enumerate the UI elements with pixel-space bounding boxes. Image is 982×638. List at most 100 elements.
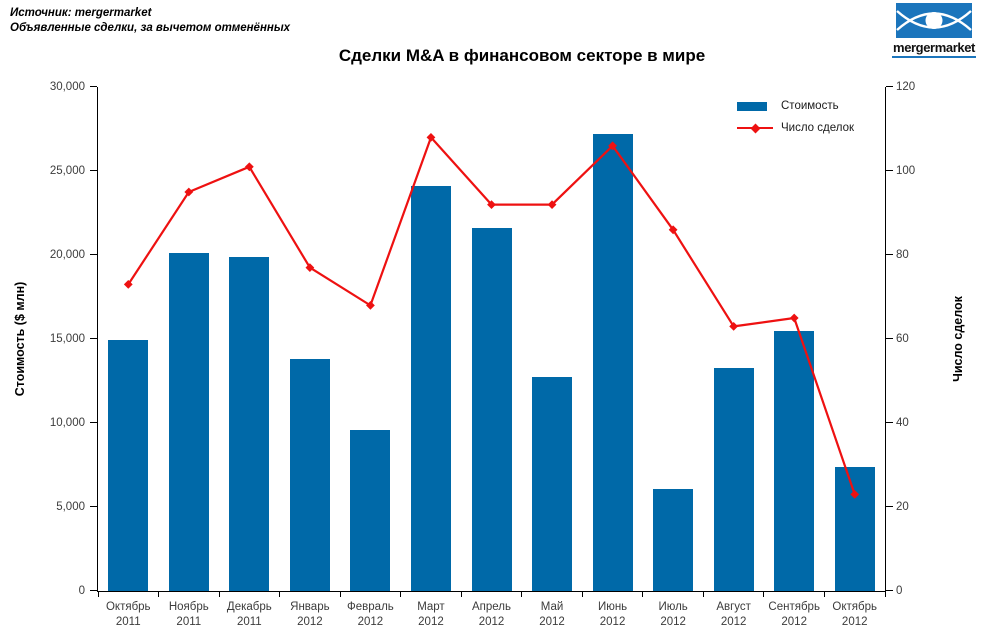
x-axis-tick	[521, 591, 523, 597]
value-bar	[713, 368, 754, 591]
left-axis-title: Стоимость ($ млн)	[13, 281, 27, 397]
category-label: Февраль 2012	[340, 600, 401, 630]
right-axis-tick-label: 20	[896, 501, 909, 513]
right-axis-tick	[886, 338, 893, 339]
right-axis-tick-label: 0	[896, 585, 903, 597]
right-axis-tick-label: 120	[896, 81, 916, 93]
mergermarket-logo: mergermarket	[890, 3, 978, 58]
value-bar	[108, 339, 149, 591]
value-bar	[834, 466, 875, 591]
category-year: 2012	[478, 616, 505, 628]
x-axis-tick	[97, 591, 99, 597]
category-label: Январь 2012	[280, 600, 341, 630]
x-axis-tick	[158, 591, 160, 597]
left-axis-tick-label: 15,000	[49, 333, 85, 345]
category-label: Декабрь 2011	[219, 600, 280, 630]
left-axis-tick-label: 20,000	[49, 249, 85, 261]
plot-area: 0 5,000 10,000 15,000 20,000 25,000 30,000 0 20 4…	[50, 81, 915, 628]
category-year: 2012	[781, 616, 807, 628]
left-axis-tick-label: 25,000	[49, 165, 85, 177]
legend: Стоимость Число сделок	[737, 95, 854, 139]
category-month: Ноябрь	[168, 601, 209, 613]
category-month: Август	[716, 601, 751, 613]
legend-item-deals: Число сделок	[737, 117, 854, 139]
right-axis-tick	[886, 86, 893, 87]
category-label: Август 2012	[703, 600, 764, 630]
deals-marker	[608, 141, 617, 151]
value-bar	[289, 359, 330, 591]
category-year: 2011	[115, 616, 141, 628]
category-label: Июль 2012	[643, 600, 704, 630]
x-axis-tick	[581, 591, 583, 597]
left-axis-tick	[90, 254, 97, 255]
x-axis-tick	[823, 591, 825, 597]
x-axis-tick	[763, 591, 765, 597]
right-axis-tick	[886, 170, 893, 171]
category-label: Сентябрь 2012	[764, 600, 825, 630]
left-axis-tick-label: 10,000	[49, 417, 85, 429]
left-axis-tick-label: 30,000	[49, 81, 85, 93]
value-bar	[410, 186, 451, 591]
category-label: Октябрь 2012	[824, 600, 885, 630]
deals-marker	[729, 322, 739, 331]
left-axis-tick	[90, 170, 97, 171]
category-month: Октябрь	[105, 601, 151, 613]
legend-label-value: Стоимость	[781, 100, 839, 112]
right-axis-tick	[886, 506, 893, 507]
right-axis-tick-label: 100	[896, 165, 916, 177]
x-axis-tick	[400, 591, 402, 597]
x-axis-tick	[702, 591, 704, 597]
right-axis-tick	[886, 254, 893, 255]
category-year: 2012	[539, 616, 565, 628]
category-year: 2012	[599, 616, 626, 628]
category-year: 2011	[236, 616, 262, 628]
left-axis-tick	[90, 338, 97, 339]
source-line-1: Источник: mergermarket	[10, 7, 152, 19]
x-axis-tick	[642, 591, 644, 597]
x-axis-tick	[460, 591, 462, 597]
value-bar	[350, 429, 391, 591]
category-year: 2012	[357, 616, 384, 628]
left-axis-tick	[90, 422, 97, 423]
logo-wordmark: mergermarket	[892, 39, 976, 58]
right-axis-tick	[886, 422, 893, 423]
value-bar	[229, 256, 270, 591]
right-axis-tick-label: 40	[896, 417, 909, 429]
category-label: Апрель 2012	[461, 600, 522, 630]
value-bar	[532, 376, 573, 591]
category-month: Апрель	[471, 601, 511, 613]
value-bar	[471, 228, 512, 591]
value-bar	[168, 253, 209, 591]
left-axis-tick	[90, 86, 97, 87]
deals-marker	[789, 313, 799, 323]
category-label: Май 2012	[522, 600, 583, 630]
deals-marker	[487, 200, 496, 209]
category-label: Март 2012	[401, 600, 462, 630]
category-month: Июнь	[597, 601, 628, 613]
left-axis-tick-label: 0	[78, 585, 85, 597]
deals-marker	[366, 301, 375, 310]
deals-marker	[123, 280, 133, 289]
left-axis-tick-label: 5,000	[56, 501, 85, 513]
right-axis-tick	[886, 590, 893, 591]
category-month: Февраль	[347, 601, 394, 613]
value-bar	[653, 488, 694, 591]
right-axis-title: Число сделок	[951, 296, 965, 382]
deals-marker	[547, 200, 557, 209]
left-axis-tick	[90, 506, 97, 507]
category-label: Октябрь 2011	[98, 600, 159, 630]
x-axis-tick	[884, 591, 886, 597]
deals-line-layer	[123, 133, 860, 499]
category-year: 2012	[720, 616, 747, 628]
category-month: Март	[417, 601, 445, 613]
x-axis-tick	[218, 591, 220, 597]
category-month: Сентябрь	[768, 601, 820, 613]
source-note: Источник: mergermarket Объявленные сделк…	[10, 6, 290, 36]
category-year: 2012	[841, 616, 868, 628]
right-axis-tick-label: 80	[896, 249, 909, 261]
category-month: Июль	[658, 601, 688, 613]
value-bar	[774, 330, 815, 591]
legend-item-value: Стоимость	[737, 95, 854, 117]
deals-marker	[850, 490, 860, 499]
category-month: Декабрь	[226, 601, 272, 613]
